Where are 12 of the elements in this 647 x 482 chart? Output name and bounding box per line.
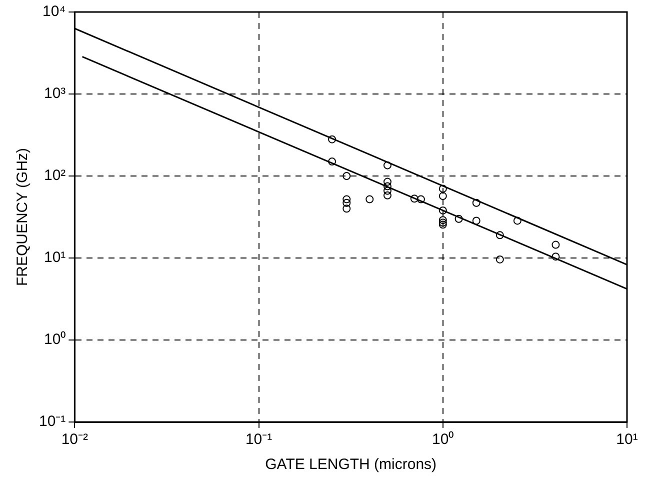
y-tick-label: 10² [44,167,66,184]
x-axis-title: GATE LENGTH (microns) [265,456,437,474]
y-tick-label: 10¹ [44,249,66,266]
x-tick-label: 10⁰ [432,431,454,448]
y-tick-label: 10³ [44,85,66,102]
y-tick-label: 10⁻¹ [38,413,66,430]
y-tick-label: 10⁰ [44,331,66,348]
y-tick-label: 10⁴ [42,3,66,20]
x-tick-label: 10⁻² [61,431,88,448]
y-axis-title: FREQUENCY (GHz) [14,148,32,286]
x-tick-label: 10¹ [616,431,638,448]
x-tick-label: 10⁻¹ [245,431,272,448]
